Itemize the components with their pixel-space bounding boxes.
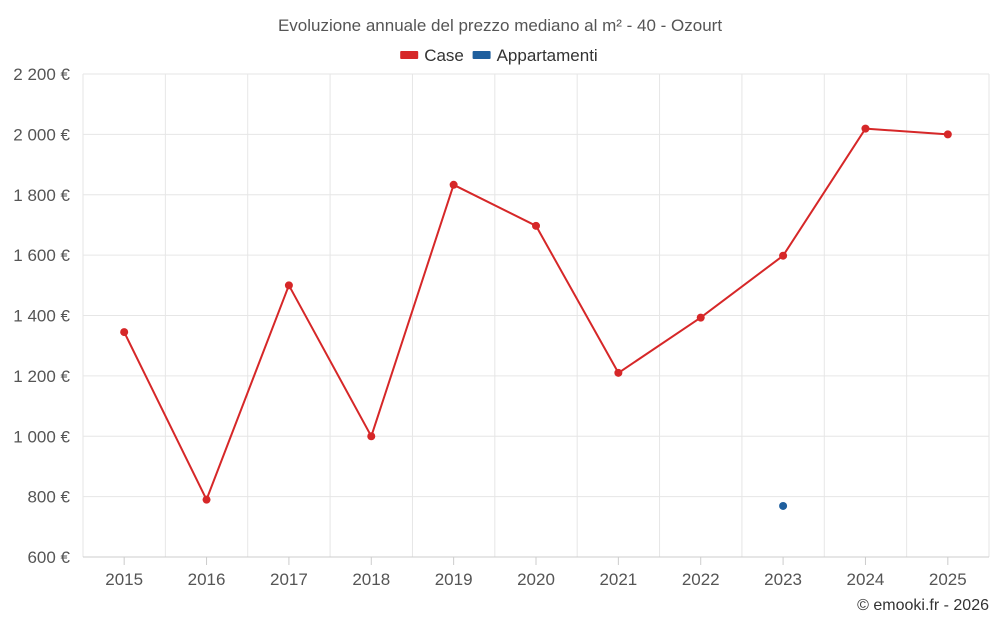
x-tick-label: 2019 xyxy=(435,570,473,589)
legend-label: Case xyxy=(424,46,464,65)
legend: Case Appartamenti xyxy=(400,46,598,65)
chart-title: Evoluzione annuale del prezzo mediano al… xyxy=(278,16,722,35)
chart-credit: © emooki.fr - 2026 xyxy=(857,597,989,614)
y-tick-label: 1 800 € xyxy=(13,186,70,205)
legend-swatch xyxy=(472,51,491,59)
y-tick-label: 1 400 € xyxy=(13,307,70,326)
data-point[interactable] xyxy=(284,281,293,290)
y-tick-label: 1 600 € xyxy=(13,246,70,265)
x-tick-label: 2024 xyxy=(847,570,885,589)
data-point[interactable] xyxy=(779,251,788,260)
x-tick-label: 2015 xyxy=(105,570,143,589)
data-point[interactable] xyxy=(861,124,870,133)
data-point[interactable] xyxy=(779,501,788,510)
x-tick-label: 2023 xyxy=(764,570,802,589)
x-tick-label: 2017 xyxy=(270,570,308,589)
data-point[interactable] xyxy=(532,221,540,230)
series-appartamenti xyxy=(779,501,788,510)
data-point[interactable] xyxy=(120,328,129,337)
y-axis: 600 € 800 € 1 000 € 1 200 € 1 400 € 1 600 € 1 … xyxy=(13,65,70,567)
y-tick-label: 600 € xyxy=(27,548,70,567)
legend-swatch xyxy=(400,51,419,59)
series-layer xyxy=(120,124,952,510)
grid xyxy=(82,73,990,557)
x-tick-label: 2020 xyxy=(517,570,555,589)
data-point[interactable] xyxy=(202,495,211,504)
x-tick-label: 2021 xyxy=(599,570,637,589)
y-tick-label: 2 000 € xyxy=(13,125,70,144)
x-tick-label: 2025 xyxy=(929,570,967,589)
legend-item-appartamenti[interactable]: Appartamenti xyxy=(472,46,598,65)
y-tick-label: 1 200 € xyxy=(13,367,70,386)
x-axis: 2015 2016 2017 2018 2019 2020 2021 2022 2023 2024… xyxy=(83,556,989,589)
y-tick-label: 2 200 € xyxy=(13,65,70,84)
x-tick-label: 2016 xyxy=(188,570,226,589)
x-tick-label: 2022 xyxy=(682,570,720,589)
series-case xyxy=(120,124,952,504)
data-point[interactable] xyxy=(696,313,705,322)
data-point[interactable] xyxy=(614,368,623,377)
legend-label: Appartamenti xyxy=(497,46,598,65)
data-point[interactable] xyxy=(943,130,952,139)
data-point[interactable] xyxy=(367,432,376,441)
y-tick-label: 800 € xyxy=(27,488,70,507)
data-point[interactable] xyxy=(449,180,458,189)
y-tick-label: 1 000 € xyxy=(13,427,70,446)
legend-item-case[interactable]: Case xyxy=(400,46,464,65)
x-tick-label: 2018 xyxy=(352,570,390,589)
